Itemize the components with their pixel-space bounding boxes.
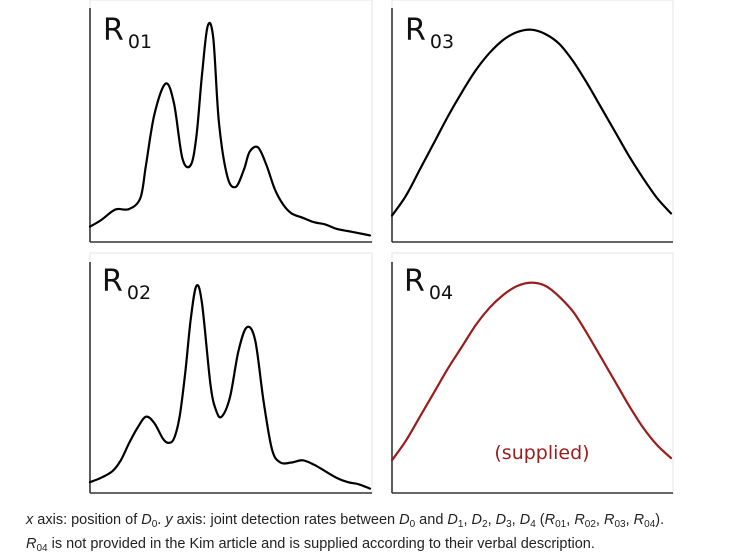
caption-text: axis: position of xyxy=(33,512,142,528)
caption-text: , xyxy=(595,512,604,528)
panel-r04-annotation: (supplied) xyxy=(494,442,589,464)
caption-d0: D xyxy=(399,512,410,528)
caption-r02: R xyxy=(574,512,585,528)
caption-d2: D xyxy=(471,512,482,528)
caption-sub: 4 xyxy=(530,519,536,530)
caption-sub: 01 xyxy=(555,519,567,530)
caption-y-label: y xyxy=(165,512,173,528)
panel-r01-series-line xyxy=(88,21,372,237)
panel-r04-series-line xyxy=(390,281,673,462)
caption-r04: R xyxy=(26,536,37,552)
panel-r02-title: R 02 xyxy=(102,264,151,304)
panel-r02: R 02 xyxy=(88,252,373,494)
panel-r03-title-sub: 03 xyxy=(430,31,454,53)
caption-text: ). xyxy=(655,512,665,528)
caption-text: , xyxy=(487,512,496,528)
caption-sub: 04 xyxy=(644,519,656,530)
caption-sub: 0 xyxy=(151,519,158,530)
caption-text: , xyxy=(511,512,520,528)
caption-r03: R xyxy=(603,512,615,528)
panel-r03-series-line xyxy=(390,28,673,217)
panel-r04-title-sub: 04 xyxy=(429,282,453,304)
panel-r02-title-sub: 02 xyxy=(127,282,151,304)
panel-r01-title-sub: 01 xyxy=(128,31,152,53)
caption-text: , xyxy=(625,512,634,528)
panel-r01: R 01 xyxy=(88,0,373,243)
panel-r02-series-line xyxy=(88,284,372,490)
caption-sub: 03 xyxy=(614,519,626,530)
caption-d4: D xyxy=(519,512,531,528)
caption-line-1: x axis: position of D0. y axis: joint de… xyxy=(26,511,746,530)
caption-text: , xyxy=(463,512,472,528)
caption-text: . xyxy=(157,512,166,528)
figure: R 01 R 03 R 02 R 04 (supplied) xyxy=(88,0,674,494)
caption-sub: 0 xyxy=(409,519,416,530)
caption-sub: 1 xyxy=(457,519,464,530)
caption-text: ( xyxy=(535,512,545,528)
panel-r03: R 03 xyxy=(390,0,674,243)
caption-d1: D xyxy=(447,512,458,528)
caption-text: and xyxy=(415,512,448,528)
caption-text: axis: joint detection rates between xyxy=(172,512,400,528)
caption-sub: 04 xyxy=(36,543,48,554)
panel-r04-title: R 04 xyxy=(404,264,453,304)
panel-r04: R 04 (supplied) xyxy=(390,252,674,494)
caption-text: is not provided in the Kim article and i… xyxy=(47,536,595,552)
panel-r01-title: R 01 xyxy=(103,13,152,53)
caption-r01: R xyxy=(544,512,556,528)
caption-sub: 3 xyxy=(506,519,512,530)
caption-sub: 02 xyxy=(584,519,596,530)
caption-sub: 2 xyxy=(482,519,488,530)
caption-line-2: R04 is not provided in the Kim article a… xyxy=(26,535,746,554)
caption-r04: R xyxy=(633,512,645,528)
panel-r03-title: R 03 xyxy=(405,13,454,53)
caption-x-label: x xyxy=(26,512,34,528)
caption-d3: D xyxy=(495,512,507,528)
caption-d0: D xyxy=(141,512,152,528)
caption-text: , xyxy=(566,512,575,528)
